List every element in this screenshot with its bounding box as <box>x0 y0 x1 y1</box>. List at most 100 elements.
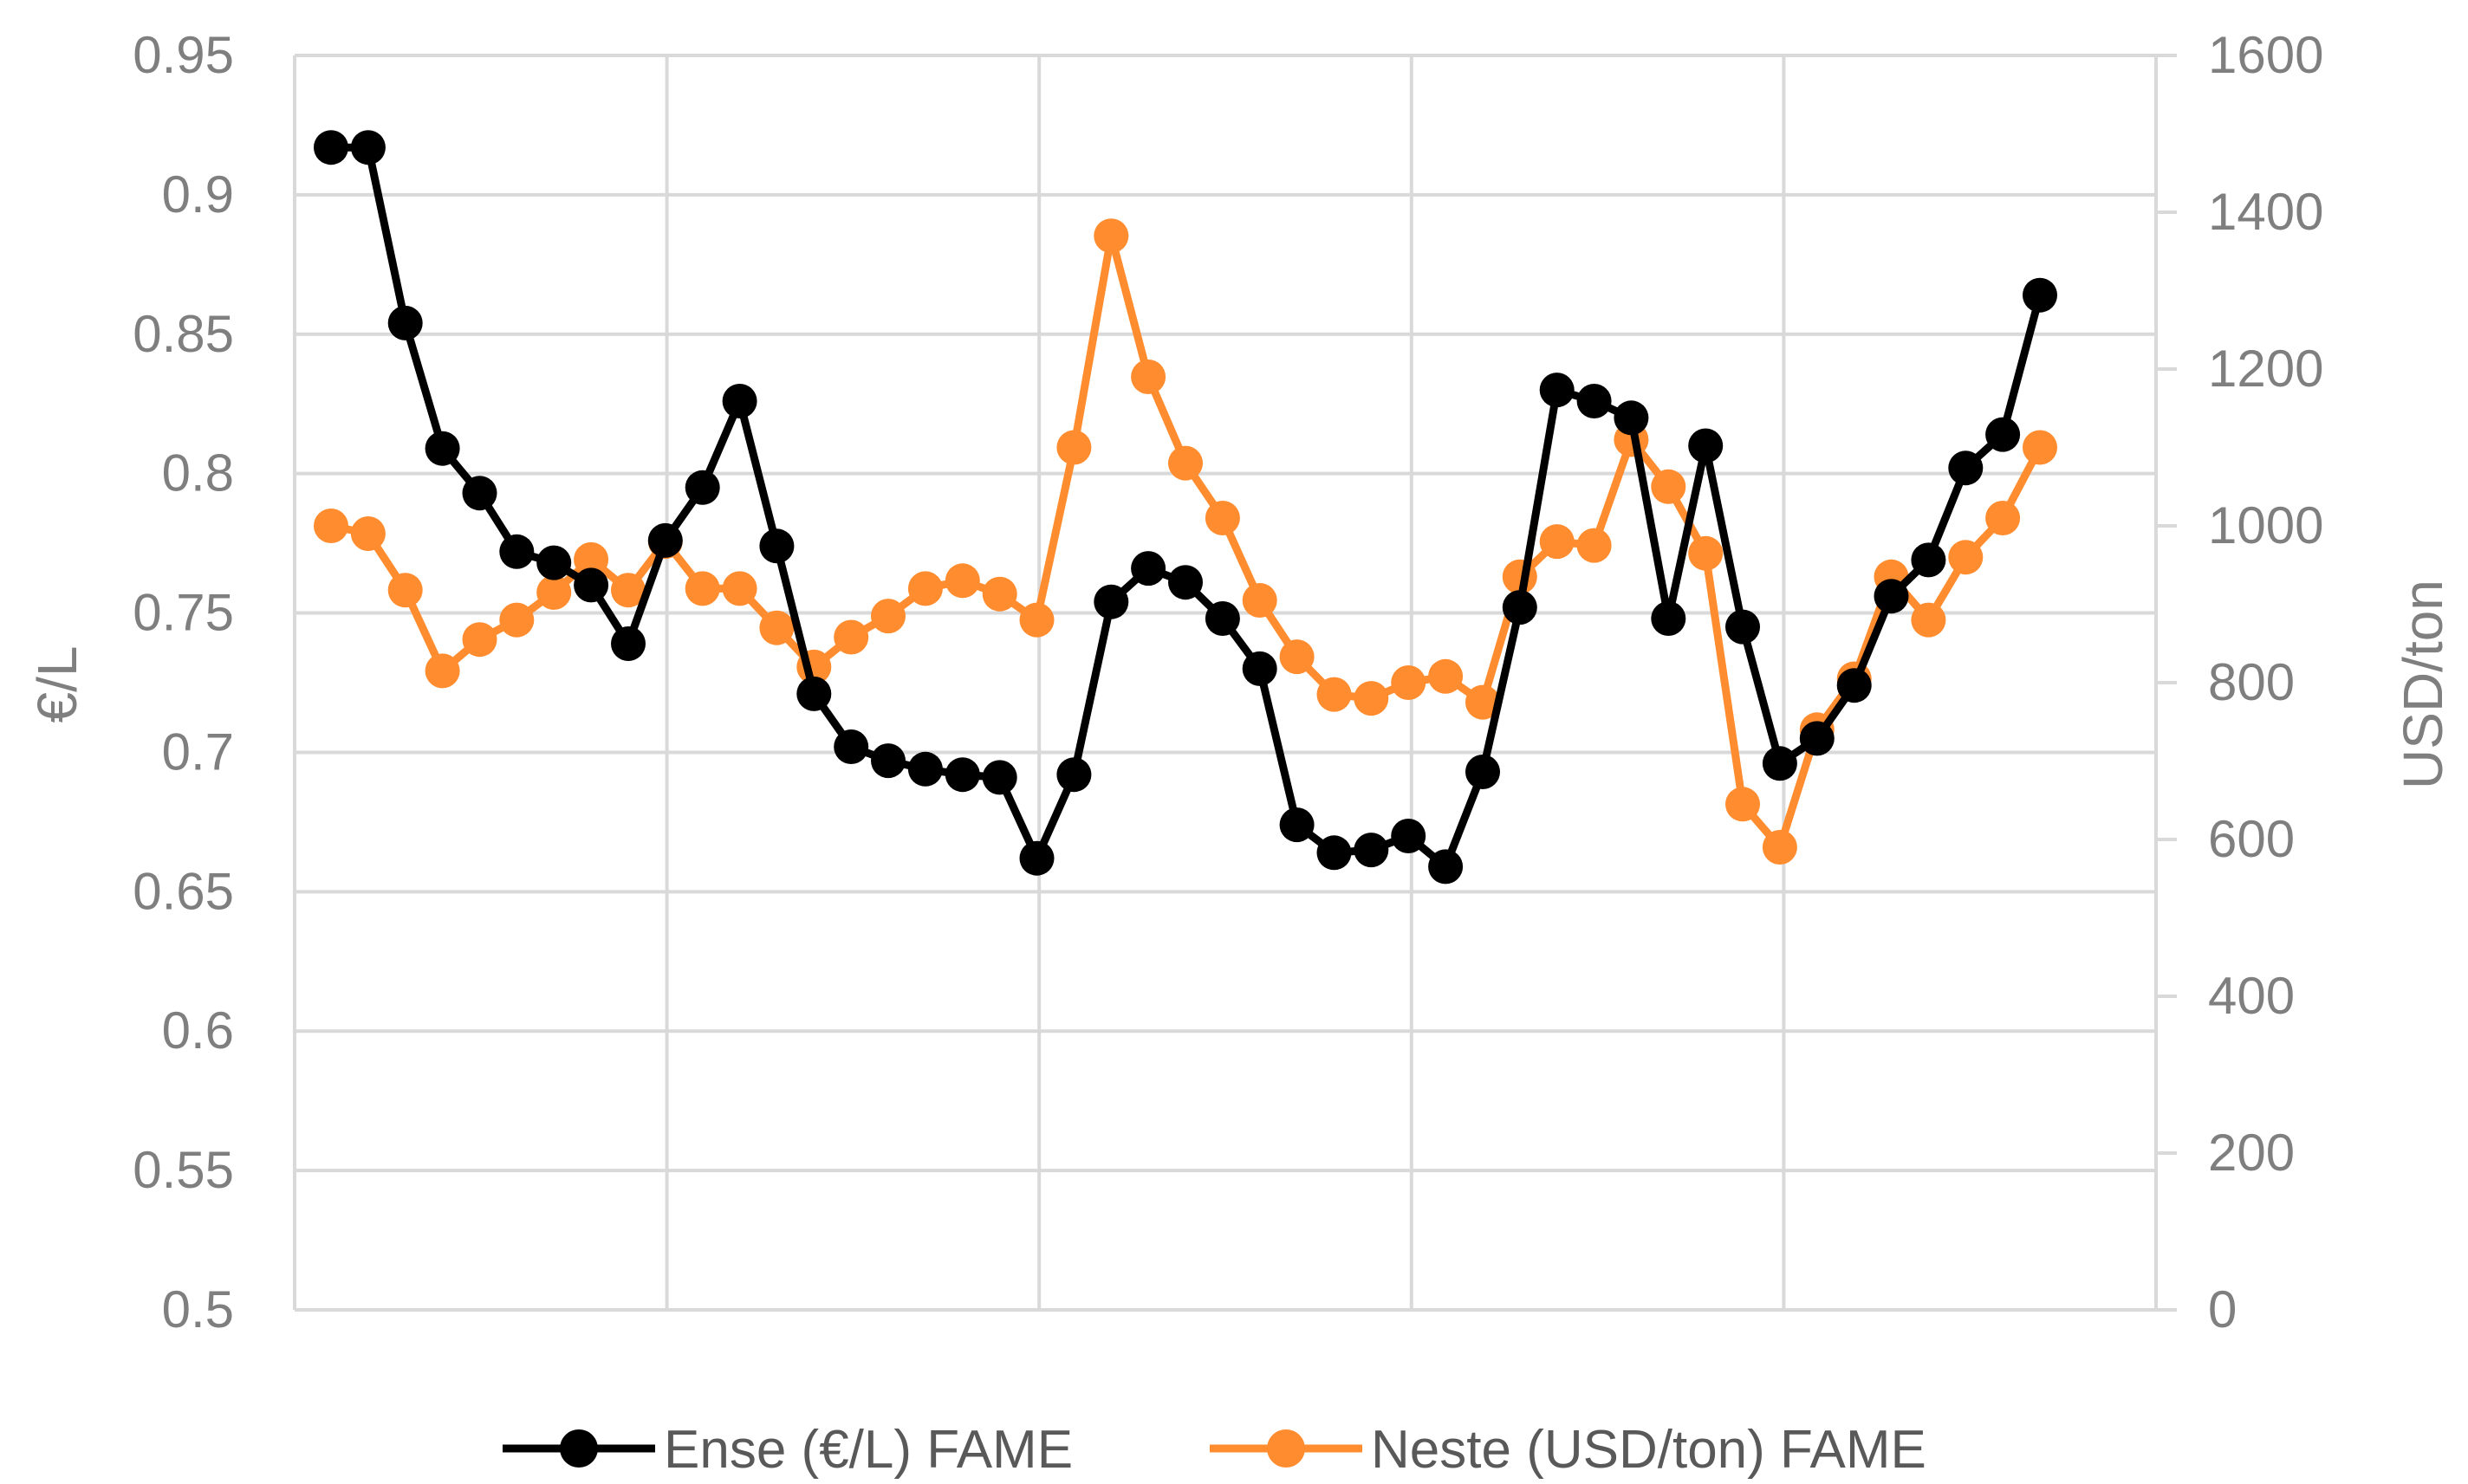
data-point <box>1354 681 1389 716</box>
data-point <box>1576 384 1612 418</box>
legend-label-ense: Ense (€/L) FAME <box>664 1420 1073 1480</box>
data-point <box>1911 542 1946 578</box>
data-point <box>1948 450 1984 486</box>
data-point <box>834 729 869 764</box>
data-point <box>759 610 795 645</box>
data-point <box>1911 602 1946 638</box>
data-point <box>1874 579 1909 614</box>
legend-item-neste: Neste (USD/ton) FAME <box>1210 1420 1926 1480</box>
data-point <box>871 599 906 634</box>
y-right-tick-label: 1600 <box>2208 26 2323 84</box>
data-point <box>685 571 720 606</box>
y-left-tick-label: 0.7 <box>162 723 234 781</box>
data-point <box>2023 430 2057 465</box>
data-point <box>1465 755 1500 789</box>
data-point <box>536 545 572 580</box>
y-right-tick-label: 400 <box>2208 967 2295 1025</box>
data-point <box>1428 849 1464 885</box>
data-point <box>387 573 423 608</box>
data-point <box>1168 565 1203 600</box>
data-point <box>945 563 980 599</box>
data-point <box>796 676 832 711</box>
data-point <box>1205 601 1240 636</box>
data-point <box>314 130 348 165</box>
data-point <box>1242 651 1277 686</box>
y-left-tick-label: 0.6 <box>162 1001 234 1060</box>
data-point <box>1391 819 1426 853</box>
y-left-tick-label: 0.5 <box>162 1280 234 1338</box>
data-point <box>1725 609 1760 645</box>
data-point <box>1316 835 1352 871</box>
gridlines <box>295 54 2156 1312</box>
data-point <box>425 653 460 689</box>
data-point <box>387 305 423 340</box>
data-point <box>611 626 646 661</box>
y-axis-left-title: €/L <box>26 646 88 723</box>
y-left-tick-label: 0.8 <box>162 444 234 502</box>
y-right-tick-label: 0 <box>2208 1280 2237 1338</box>
data-point <box>499 602 535 638</box>
y-left-tick-label: 0.75 <box>133 584 234 642</box>
data-point <box>350 130 386 165</box>
data-point <box>1762 746 1797 781</box>
data-point <box>1948 540 1984 575</box>
data-point <box>1688 535 1724 571</box>
data-point <box>1205 501 1240 535</box>
data-point <box>1354 833 1389 868</box>
y-right-tick-label: 800 <box>2208 653 2295 711</box>
y-right-tick-label: 1000 <box>2208 496 2323 554</box>
data-point <box>350 516 386 551</box>
data-point <box>871 743 906 779</box>
data-point <box>1539 373 1575 408</box>
data-point <box>1056 757 1092 793</box>
data-point <box>1502 590 1537 625</box>
series-lines <box>314 130 2057 885</box>
legend-label-neste: Neste (USD/ton) FAME <box>1371 1420 1926 1480</box>
data-point <box>536 574 572 610</box>
data-point <box>685 470 720 505</box>
data-point <box>1094 584 1129 619</box>
data-point <box>1799 721 1835 756</box>
data-point <box>1465 684 1500 720</box>
y-right-tick-label: 600 <box>2208 810 2295 868</box>
y-axis-right-title: USD/ton <box>2392 580 2454 789</box>
data-point <box>574 567 609 603</box>
data-point <box>1539 524 1575 560</box>
data-point <box>722 571 757 606</box>
data-point <box>611 573 646 608</box>
data-point <box>1688 428 1724 463</box>
data-point <box>1056 430 1092 465</box>
data-point <box>1985 417 2021 452</box>
data-point <box>1651 601 1686 636</box>
data-point <box>1019 602 1055 638</box>
data-point <box>574 541 609 577</box>
data-point <box>759 528 795 564</box>
data-point <box>945 757 980 793</box>
y-left-tick-label: 0.55 <box>133 1141 234 1199</box>
legend-marker-ense <box>560 1429 598 1468</box>
data-point <box>1279 807 1315 843</box>
data-point <box>834 619 869 655</box>
data-point <box>1391 665 1426 700</box>
data-point <box>1242 583 1277 618</box>
y-left-tick-label: 0.85 <box>133 305 234 363</box>
series-ense <box>314 130 2057 885</box>
data-point <box>462 622 497 658</box>
data-point <box>1985 501 2021 535</box>
data-point <box>425 431 460 466</box>
legend-item-ense: Ense (€/L) FAME <box>503 1420 1073 1480</box>
data-point <box>1019 840 1055 876</box>
data-point <box>907 571 943 606</box>
y-left-tick-label: 0.65 <box>133 862 234 920</box>
y-left-tick-label: 0.9 <box>162 165 234 224</box>
y-right-tick-label: 1200 <box>2208 340 2323 398</box>
data-point <box>1614 400 1649 436</box>
data-point <box>1762 830 1797 865</box>
data-point <box>1651 469 1686 504</box>
legend-marker-neste <box>1267 1429 1305 1468</box>
data-point <box>2023 277 2057 313</box>
data-point <box>982 760 1017 795</box>
axes <box>293 54 2177 1312</box>
